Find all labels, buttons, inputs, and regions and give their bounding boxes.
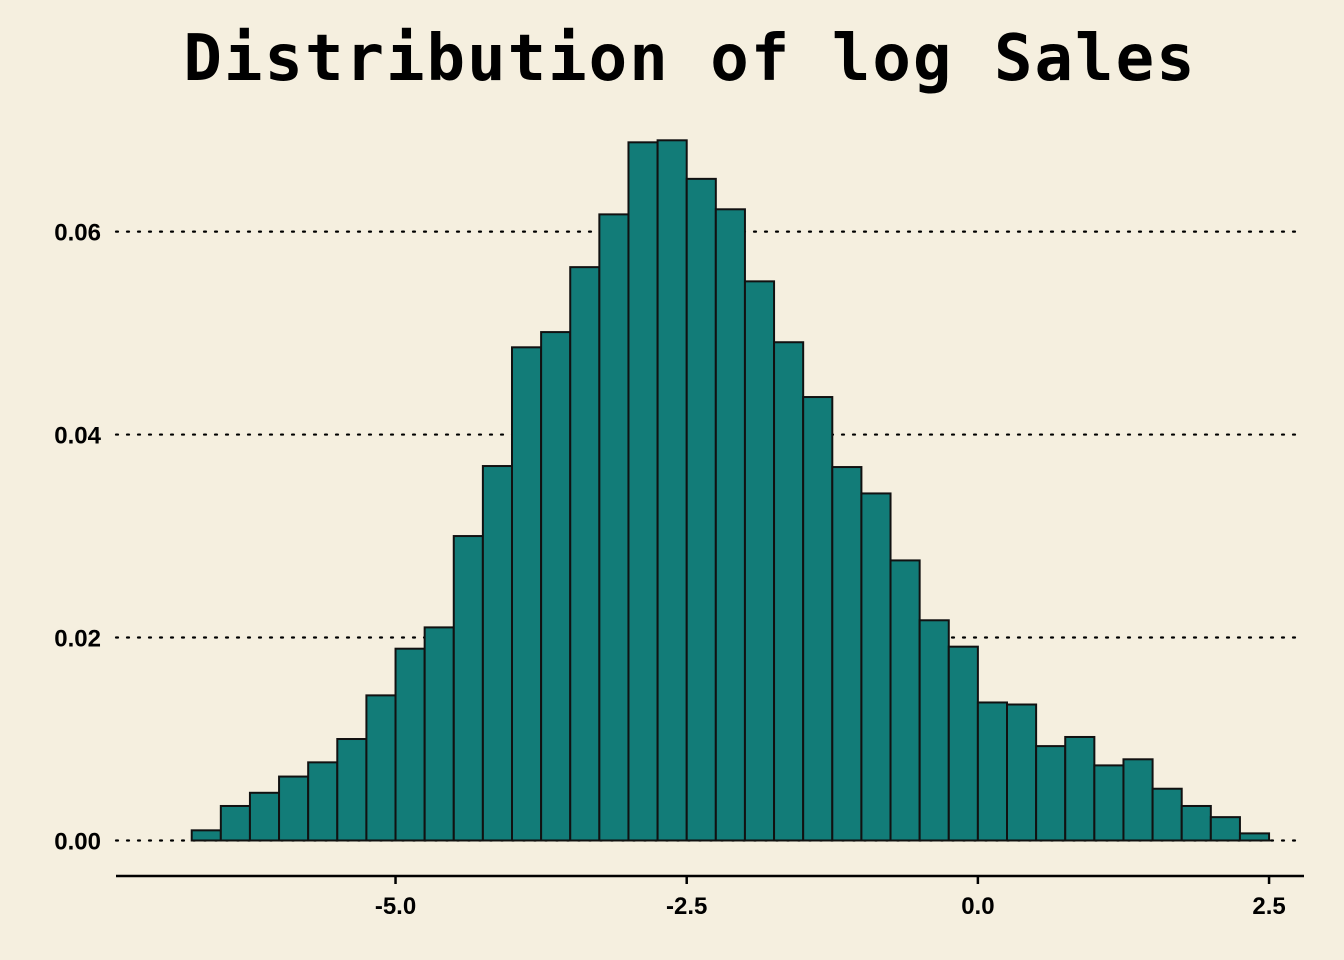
histogram-bar (1151, 787, 1183, 842)
histogram-bar (1064, 735, 1096, 842)
histogram-bar (481, 465, 514, 842)
histogram-bar (598, 213, 630, 842)
x-tick-label: -2.5 (666, 893, 707, 920)
histogram-bar (1093, 764, 1125, 842)
histogram-bar (569, 266, 601, 842)
histogram-bar (714, 208, 746, 842)
histogram-bar (1238, 832, 1271, 842)
chart-title: Distribution of log Sales (183, 22, 1197, 96)
histogram-bar (423, 626, 455, 842)
histogram-bar (947, 645, 979, 842)
histogram-bar (773, 341, 805, 842)
x-tick-label: 2.5 (1252, 893, 1285, 920)
histogram-bar (802, 396, 834, 842)
histogram-bar (976, 701, 1008, 842)
histogram-bar (278, 775, 310, 842)
histogram-bar (1122, 758, 1154, 842)
y-tick-label: 0.06 (54, 220, 101, 247)
histogram-bar (831, 466, 863, 842)
histogram-bar (1180, 804, 1212, 842)
y-tick-label: 0.02 (54, 626, 101, 653)
x-tick-label: 0.0 (961, 893, 994, 920)
histogram-bar (248, 791, 281, 842)
histogram-bar (1035, 745, 1067, 842)
histogram-bar (365, 694, 397, 842)
histogram-bar (190, 829, 222, 842)
y-tick-label: 0.04 (54, 423, 101, 450)
histogram-bar (1209, 816, 1241, 842)
histogram-bar (511, 346, 543, 842)
histogram-bar (889, 559, 921, 842)
histogram-bar (540, 331, 572, 842)
histogram-bar (685, 177, 717, 842)
histogram-bar (860, 492, 892, 842)
histogram-bar (656, 139, 688, 842)
y-tick-label: 0.00 (54, 828, 101, 855)
histogram-bar (307, 761, 339, 842)
histogram-bar (743, 280, 776, 842)
histogram-bar (627, 141, 659, 842)
histogram-bar (336, 738, 368, 842)
histogram-bar (918, 619, 950, 842)
histogram-bar (394, 647, 426, 842)
histogram-bar (219, 804, 251, 842)
histogram-bar (1006, 703, 1038, 842)
histogram-bar (452, 535, 484, 842)
x-tick-label: -5.0 (375, 893, 416, 920)
